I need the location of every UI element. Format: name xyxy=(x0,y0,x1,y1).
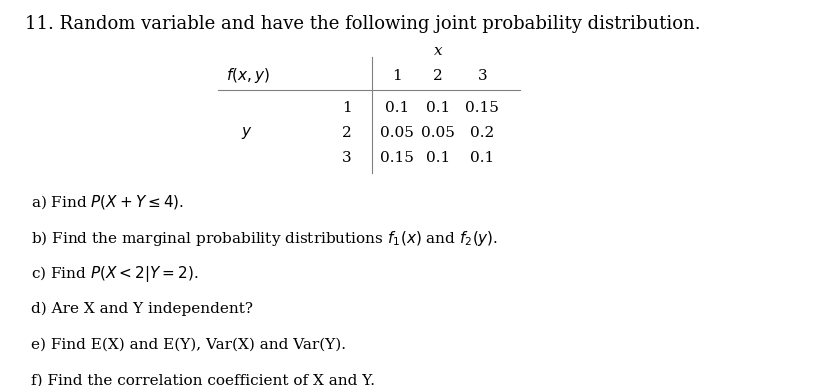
Text: 0.05: 0.05 xyxy=(422,126,455,140)
Text: 0.05: 0.05 xyxy=(380,126,413,140)
Text: 2: 2 xyxy=(433,69,443,83)
Text: 0.15: 0.15 xyxy=(380,151,413,164)
Text: 0.1: 0.1 xyxy=(385,101,409,115)
Text: x: x xyxy=(434,44,443,58)
Text: 0.15: 0.15 xyxy=(465,101,499,115)
Text: $y$: $y$ xyxy=(241,125,253,141)
Text: a) Find $P(X + Y \leq 4)$.: a) Find $P(X + Y \leq 4)$. xyxy=(31,193,184,212)
Text: $f(x,y)$: $f(x,y)$ xyxy=(226,66,270,85)
Text: 11. Random variable and have the following joint probability distribution.: 11. Random variable and have the followi… xyxy=(25,15,701,34)
Text: 0.2: 0.2 xyxy=(470,126,494,140)
Text: b) Find the marginal probability distributions $f_1(x)$ and $f_2(y)$.: b) Find the marginal probability distrib… xyxy=(31,229,498,247)
Text: 1: 1 xyxy=(392,69,402,83)
Text: 3: 3 xyxy=(478,69,488,83)
Text: 2: 2 xyxy=(342,126,352,140)
Text: 1: 1 xyxy=(342,101,352,115)
Text: 3: 3 xyxy=(342,151,352,164)
Text: e) Find E(X) and E(Y), Var(X) and Var(Y).: e) Find E(X) and E(Y), Var(X) and Var(Y)… xyxy=(31,338,346,352)
Text: d) Are X and Y independent?: d) Are X and Y independent? xyxy=(31,302,252,317)
Text: 0.1: 0.1 xyxy=(426,101,450,115)
Text: 0.1: 0.1 xyxy=(470,151,494,164)
Text: f) Find the correlation coefficient of X and Y.: f) Find the correlation coefficient of X… xyxy=(31,373,375,386)
Text: 0.1: 0.1 xyxy=(426,151,450,164)
Text: c) Find $P(X < 2|Y = 2)$.: c) Find $P(X < 2|Y = 2)$. xyxy=(31,264,198,284)
